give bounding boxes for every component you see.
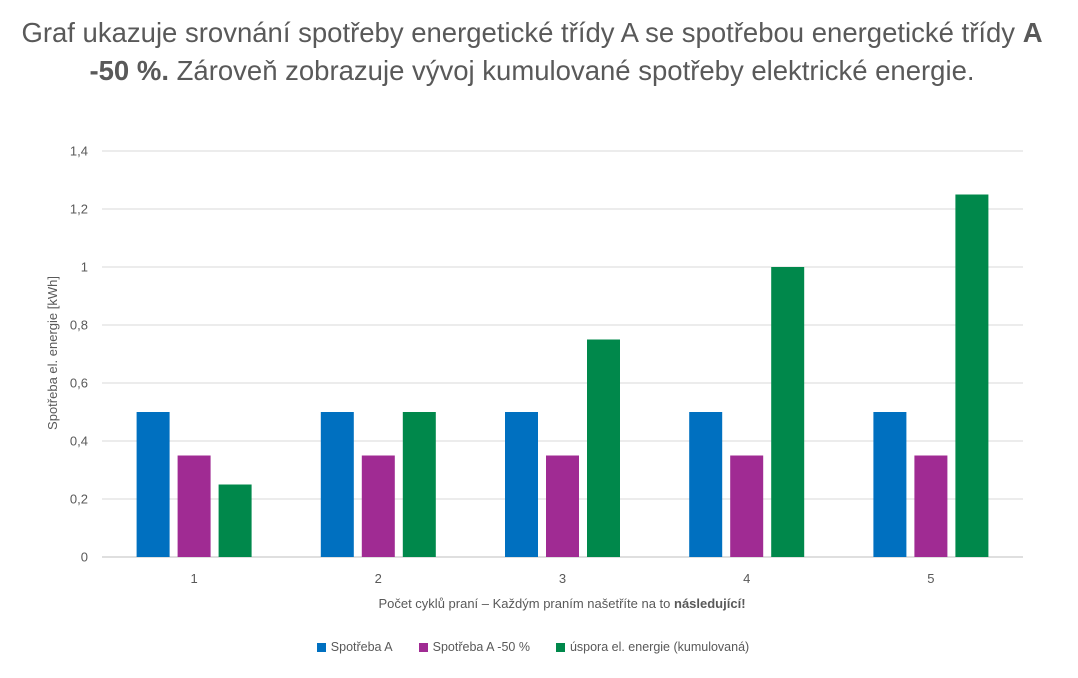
y-tick-label: 0,4 xyxy=(70,434,88,449)
bar-series1-cat5 xyxy=(873,412,907,557)
legend-label: Spotřeba A -50 % xyxy=(432,640,530,654)
x-axis-title: Počet cyklů praní – Každým praním našetř… xyxy=(378,596,745,611)
y-axis-ticks: 0 0,2 0,4 0,6 0,8 1 1,2 1,4 xyxy=(70,144,88,565)
bar-series3-cat5 xyxy=(955,194,989,557)
x-tick-label: 3 xyxy=(559,571,566,586)
y-tick-label: 0,2 xyxy=(70,492,88,507)
bar-series3-cat1 xyxy=(218,484,252,557)
x-tick-label: 2 xyxy=(375,571,382,586)
legend-item: Spotřeba A -50 % xyxy=(418,640,530,654)
x-axis-ticks: 1 2 3 4 5 xyxy=(190,571,934,586)
legend-item: Spotřeba A xyxy=(316,640,393,654)
bar-series3-cat4 xyxy=(771,267,805,557)
legend-label: úspora el. energie (kumulovaná) xyxy=(569,640,750,654)
bar-series1-cat2 xyxy=(320,412,354,557)
bar-series2-cat5 xyxy=(914,455,948,557)
bar-series1-cat3 xyxy=(505,412,538,557)
bar-series1-cat1 xyxy=(136,412,170,557)
y-tick-label: 1,4 xyxy=(70,144,88,159)
bar-series2-cat2 xyxy=(361,455,395,557)
x-tick-label: 4 xyxy=(743,571,750,586)
legend-swatch xyxy=(418,642,428,652)
legend: Spotřeba A Spotřeba A -50 % úspora el. ene… xyxy=(0,640,1066,654)
legend-label: Spotřeba A xyxy=(330,640,393,654)
y-axis-title: Spotřeba el. energie [kWh] xyxy=(45,276,60,430)
bars xyxy=(136,194,989,557)
bar-series3-cat3 xyxy=(587,339,620,557)
bar-series3-cat2 xyxy=(402,412,436,557)
y-tick-label: 1 xyxy=(81,260,88,275)
bar-series1-cat4 xyxy=(689,412,723,557)
chart-title-part1: Graf ukazuje srovnání spotřeby energetic… xyxy=(21,17,1023,48)
legend-swatch xyxy=(316,642,326,652)
y-tick-label: 0,6 xyxy=(70,376,88,391)
chart-title-bold: A -50 %. xyxy=(89,17,1043,86)
x-axis-title-main: Počet cyklů praní – Každým praním našetř… xyxy=(378,596,674,611)
chart-title-part2: Zároveň zobrazuje vývoj kumulované spotř… xyxy=(168,55,975,86)
y-tick-label: 0 xyxy=(81,550,88,565)
bar-series2-cat3 xyxy=(546,455,579,557)
x-axis-title-bold: následující! xyxy=(674,596,746,611)
bar-series2-cat4 xyxy=(730,455,764,557)
chart-title: Graf ukazuje srovnání spotřeby energetic… xyxy=(0,14,1064,90)
y-tick-label: 1,2 xyxy=(70,202,88,217)
x-tick-label: 5 xyxy=(927,571,934,586)
x-tick-label: 1 xyxy=(190,571,197,586)
legend-swatch xyxy=(555,642,565,652)
y-tick-label: 0,8 xyxy=(70,318,88,333)
bar-series2-cat1 xyxy=(177,455,211,557)
legend-item: úspora el. energie (kumulovaná) xyxy=(555,640,750,654)
